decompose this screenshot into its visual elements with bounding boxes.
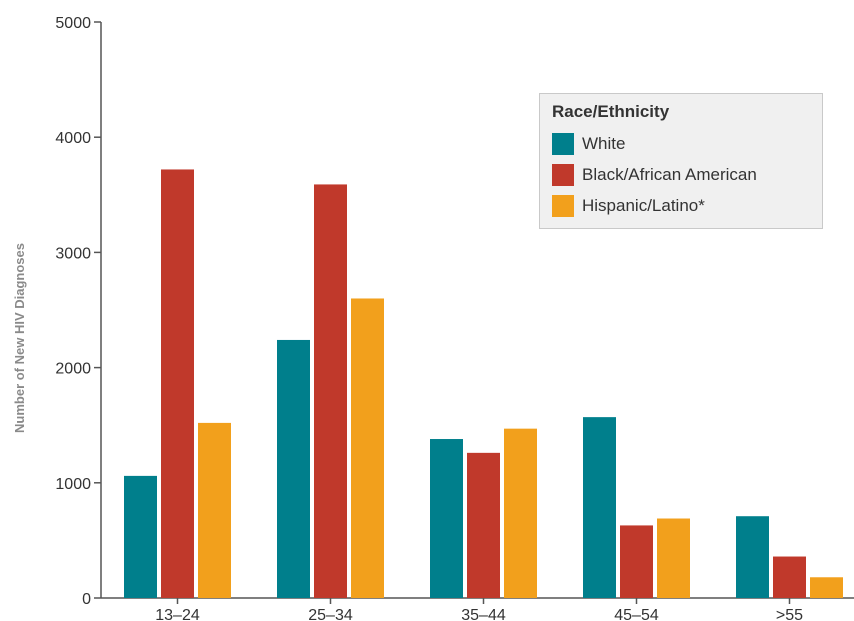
y-tick-label: 5000 (55, 15, 91, 32)
legend-swatch-black-african-american (552, 164, 574, 186)
y-tick-label: 0 (82, 591, 91, 608)
bar (161, 169, 194, 598)
legend: Race/Ethnicity White Black/African Ameri… (539, 93, 823, 229)
x-tick-label: 13–24 (155, 607, 200, 621)
bar (277, 339, 310, 598)
bar (198, 422, 231, 598)
x-tick-labels: 13–24 25–34 35–44 45–54 >55 (155, 598, 803, 621)
bar (467, 452, 500, 598)
bars (124, 169, 843, 598)
bar (736, 516, 769, 598)
legend-title: Race/Ethnicity (552, 102, 670, 121)
x-tick-label: 45–54 (614, 607, 659, 621)
bar (124, 475, 157, 598)
y-axis-label: Number of New HIV Diagnoses (12, 243, 27, 433)
bar (314, 184, 347, 598)
legend-item-black-african-american: Black/African American (552, 163, 757, 187)
legend-label-hispanic-latino: Hispanic/Latino* (582, 196, 705, 215)
legend-label-black-african-american: Black/African American (582, 165, 757, 184)
legend-swatch-white (552, 133, 574, 155)
bar (504, 428, 537, 598)
y-tick-labels: 0 1000 2000 3000 4000 5000 (55, 15, 101, 608)
legend-swatch-hispanic-latino (552, 195, 574, 217)
bar (430, 439, 463, 598)
bar (773, 556, 806, 598)
y-tick-label: 2000 (55, 361, 91, 378)
legend-label-white: White (582, 134, 626, 153)
bar (620, 525, 653, 598)
x-tick-label: >55 (776, 607, 803, 621)
y-tick-label: 3000 (55, 245, 91, 262)
y-tick-label: 4000 (55, 130, 91, 147)
legend-item-hispanic-latino: Hispanic/Latino* (552, 194, 705, 218)
x-tick-label: 25–34 (308, 607, 353, 621)
bar (351, 298, 384, 598)
bar (583, 417, 616, 598)
x-tick-label: 35–44 (461, 607, 506, 621)
bar (657, 518, 690, 598)
bar (810, 577, 843, 598)
legend-item-white: White (552, 132, 625, 156)
y-tick-label: 1000 (55, 476, 91, 493)
